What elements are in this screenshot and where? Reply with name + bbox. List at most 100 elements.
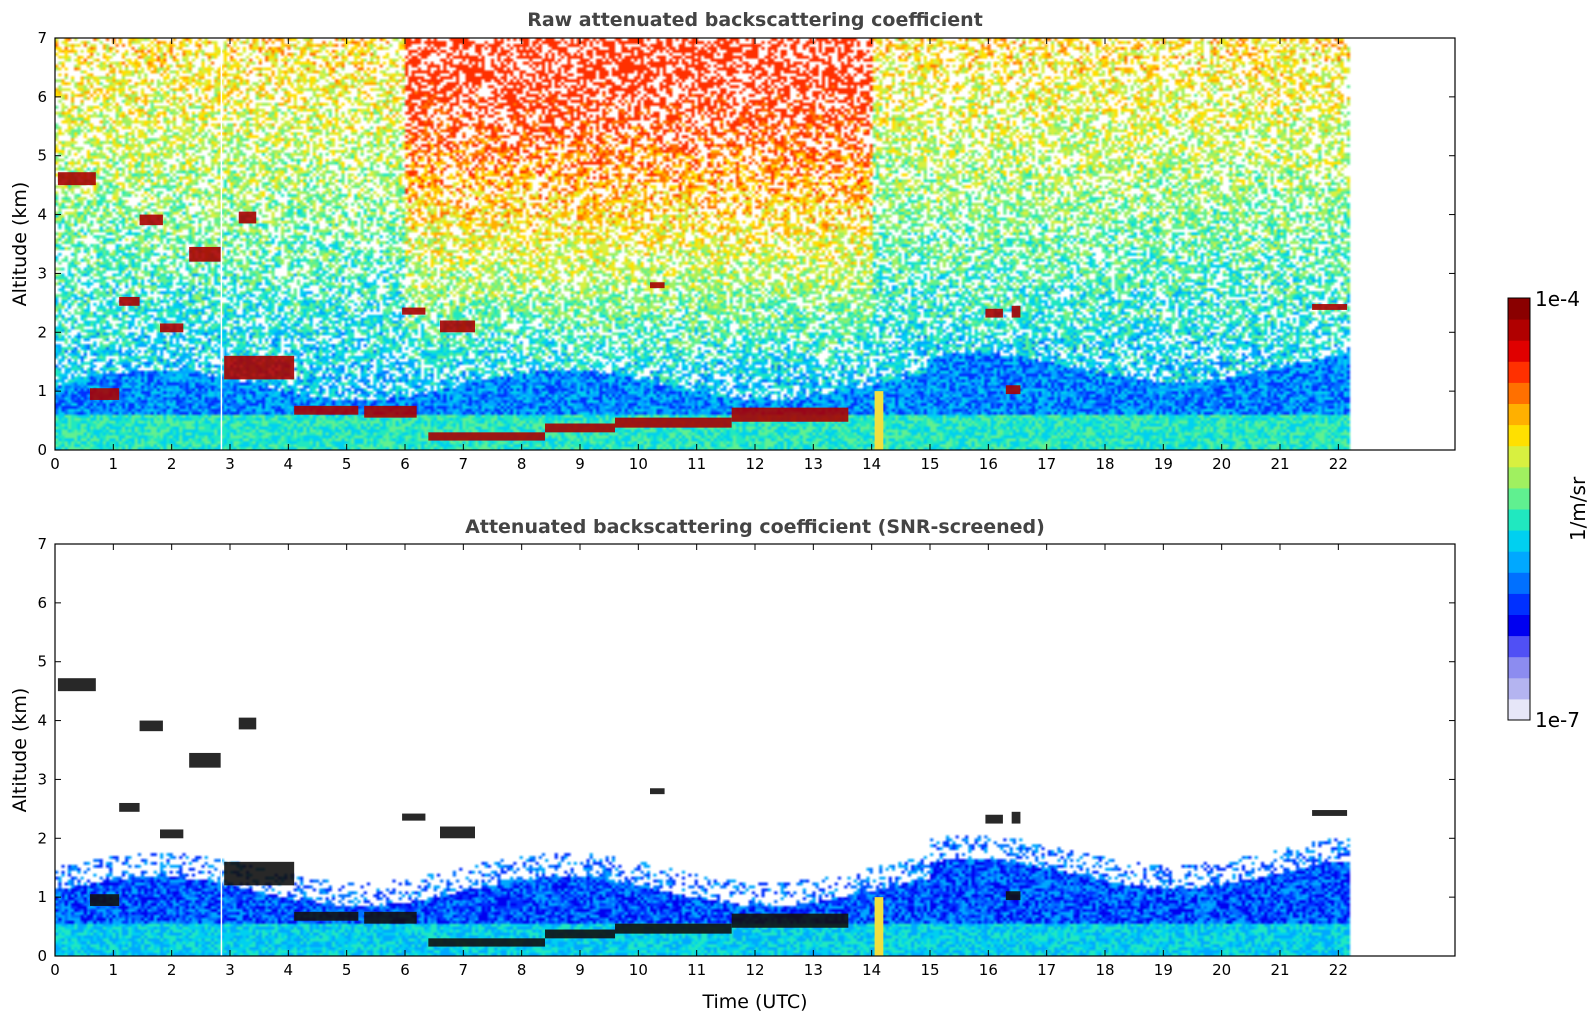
colorbar-swatches bbox=[1508, 298, 1530, 721]
raw-x-tick-label: 5 bbox=[342, 455, 352, 473]
screened-cloud-layer bbox=[731, 913, 849, 928]
raw-cloud-layer bbox=[57, 172, 96, 186]
screened-panel-title: Attenuated backscattering coefficient (S… bbox=[465, 516, 1045, 538]
raw-cloud-layer bbox=[238, 211, 257, 224]
screened-axes: 0 1 2 3 4 5 6 7 8 9 10 11 12 13 14 15 16 17 18 19 20 21 220123… bbox=[37, 535, 1455, 979]
raw-x-tick-label: 22 bbox=[1329, 455, 1348, 473]
colorbar-swatch bbox=[1508, 424, 1530, 447]
colorbar-swatch bbox=[1508, 361, 1530, 383]
raw-y-tick-label: 7 bbox=[37, 29, 47, 47]
raw-cloud-layer bbox=[1312, 304, 1348, 310]
screened-y-tick-label: 4 bbox=[37, 712, 47, 730]
colorbar-swatch bbox=[1508, 614, 1530, 637]
screened-cloud-layer bbox=[545, 929, 615, 939]
screened-cloud-layer bbox=[294, 911, 359, 921]
screened-y-axis-label: Altitude (km) bbox=[9, 688, 31, 813]
raw-cloud-layer bbox=[224, 355, 295, 380]
screened-y-tick-label: 0 bbox=[37, 947, 47, 965]
screened-cloud-layer bbox=[119, 802, 140, 812]
raw-cloud-layer bbox=[1011, 305, 1021, 318]
raw-cloud-layer bbox=[139, 214, 163, 226]
screened-y-tick-label: 1 bbox=[37, 888, 47, 906]
raw-x-tick-label: 2 bbox=[167, 455, 177, 473]
screened-y-tick-label: 3 bbox=[37, 770, 47, 788]
raw-cloud-layer bbox=[440, 320, 475, 333]
screened-x-tick-label: 9 bbox=[575, 961, 585, 979]
raw-x-tick-label: 14 bbox=[862, 455, 881, 473]
raw-cloud-layer bbox=[615, 417, 732, 428]
screened-cloud-layer bbox=[364, 911, 417, 924]
screened-x-tick-label: 20 bbox=[1212, 961, 1231, 979]
raw-cloud-layer bbox=[650, 282, 665, 289]
raw-x-tick-label: 6 bbox=[400, 455, 410, 473]
raw-panel-title: Raw attenuated backscattering coefficien… bbox=[527, 9, 983, 31]
screened-x-tick-label: 15 bbox=[920, 961, 939, 979]
screened-cloud-layer bbox=[189, 752, 222, 768]
colorbar: 1e-4 1e-7 1/m/sr bbox=[1507, 287, 1590, 732]
raw-x-tick-label: 17 bbox=[1037, 455, 1056, 473]
raw-aerosol-spike bbox=[874, 391, 884, 450]
screened-x-tick-label: 14 bbox=[862, 961, 881, 979]
raw-x-tick-label: 9 bbox=[575, 455, 585, 473]
screened-cloud-layer bbox=[224, 861, 295, 886]
raw-heatmap bbox=[55, 38, 1455, 450]
colorbar-swatch bbox=[1508, 319, 1530, 341]
colorbar-swatch bbox=[1508, 635, 1530, 658]
raw-x-tick-label: 3 bbox=[225, 455, 235, 473]
screened-cloud-layer bbox=[139, 720, 163, 732]
raw-cloud-layer bbox=[731, 407, 849, 422]
colorbar-swatch bbox=[1508, 551, 1530, 573]
raw-x-tick-label: 4 bbox=[284, 455, 294, 473]
raw-y-tick-label: 4 bbox=[37, 206, 47, 224]
raw-x-tick-label: 0 bbox=[50, 455, 60, 473]
raw-cloud-layer bbox=[119, 296, 140, 306]
raw-cloud-layer bbox=[294, 405, 359, 415]
raw-heatmap-texture bbox=[55, 38, 1455, 450]
screened-y-tick-label: 6 bbox=[37, 594, 47, 612]
screened-cloud-layer bbox=[160, 829, 184, 839]
screened-cloud-layer bbox=[650, 788, 665, 795]
colorbar-swatch bbox=[1508, 466, 1530, 489]
screened-y-tick-label: 7 bbox=[37, 535, 47, 553]
raw-x-tick-label: 8 bbox=[517, 455, 527, 473]
screened-x-tick-label: 10 bbox=[629, 961, 648, 979]
raw-cloud-layer bbox=[985, 308, 1003, 318]
colorbar-frame bbox=[1507, 297, 1531, 721]
raw-cloud-layer bbox=[90, 388, 120, 400]
colorbar-swatch bbox=[1508, 698, 1530, 721]
raw-axes: 0 1 2 3 4 5 6 7 8 9 10 11 12 13 14 15 16 17 18 19 20 21 220123… bbox=[37, 29, 1455, 473]
colorbar-swatch bbox=[1508, 340, 1530, 362]
raw-x-tick-label: 13 bbox=[804, 455, 823, 473]
panel-raw: Raw attenuated backscattering coefficien… bbox=[9, 9, 1456, 473]
screened-x-tick-label: 13 bbox=[804, 961, 823, 979]
screened-x-tick-label: 1 bbox=[109, 961, 119, 979]
screened-cloud-layer bbox=[1005, 891, 1021, 901]
screened-x-tick-label: 17 bbox=[1037, 961, 1056, 979]
colorbar-swatch bbox=[1508, 298, 1530, 320]
colorbar-swatch bbox=[1508, 403, 1530, 426]
raw-cloud-layer bbox=[402, 307, 426, 315]
raw-cloud-layer bbox=[189, 246, 222, 262]
screened-x-tick-label: 4 bbox=[284, 961, 294, 979]
screened-x-tick-label: 0 bbox=[50, 961, 60, 979]
raw-cloud-layer bbox=[545, 423, 615, 433]
screened-x-tick-label: 12 bbox=[745, 961, 764, 979]
screened-cloud-layer bbox=[238, 717, 257, 730]
colorbar-swatch bbox=[1508, 677, 1530, 700]
screened-x-tick-label: 21 bbox=[1270, 961, 1289, 979]
raw-x-tick-label: 16 bbox=[979, 455, 998, 473]
colorbar-swatch bbox=[1508, 572, 1530, 594]
screened-data-gap bbox=[220, 544, 223, 956]
raw-x-tick-label: 20 bbox=[1212, 455, 1231, 473]
screened-x-tick-label: 8 bbox=[517, 961, 527, 979]
screened-cloud-layer bbox=[1011, 811, 1021, 824]
colorbar-swatch bbox=[1508, 593, 1530, 615]
screened-cloud-layer bbox=[428, 938, 545, 947]
raw-x-tick-label: 21 bbox=[1270, 455, 1289, 473]
screened-cloud-layer bbox=[90, 894, 120, 906]
colorbar-swatch bbox=[1508, 382, 1530, 404]
screened-x-tick-label: 6 bbox=[400, 961, 410, 979]
colorbar-unit-label: 1/m/sr bbox=[1566, 476, 1590, 541]
raw-y-tick-label: 5 bbox=[37, 147, 47, 165]
